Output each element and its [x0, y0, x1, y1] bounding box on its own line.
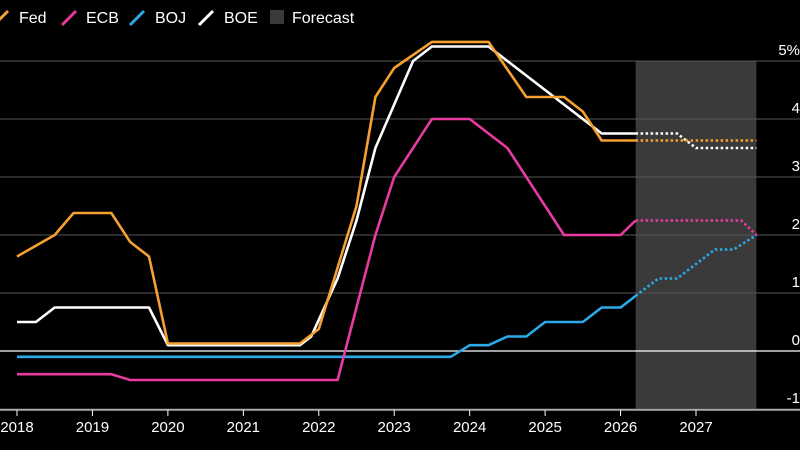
legend-swatch-boe — [197, 9, 215, 27]
x-tick-label: 2025 — [528, 419, 561, 436]
series-line-fed — [16, 40, 636, 345]
x-tick-label: 2021 — [227, 419, 260, 436]
forecast-line-boe — [635, 132, 757, 150]
y-tick-label: 1 — [792, 274, 800, 291]
x-tick-label: 2019 — [76, 419, 109, 436]
series-layer — [16, 40, 758, 382]
legend-label: Forecast — [292, 10, 355, 27]
grid — [0, 60, 800, 410]
forecast-line-boj — [634, 233, 758, 297]
x-tick-label: 2023 — [378, 419, 411, 436]
legend-swatch-forecast — [270, 10, 284, 24]
y-tick-label: 0 — [792, 332, 800, 349]
x-tick-label: 2027 — [679, 419, 712, 436]
legend-swatch-fed — [0, 9, 10, 22]
legend-label: Fed — [19, 10, 47, 27]
x-tick-label: 2020 — [151, 419, 184, 436]
y-tick-label: 5% — [778, 42, 800, 59]
y-axis: 5% 4 3 2 1 0 -1 — [778, 42, 800, 407]
legend-swatch-boj — [128, 9, 146, 27]
y-tick-label: 2 — [792, 216, 800, 233]
legend-swatch-ecb — [60, 9, 78, 27]
series-line-boe — [17, 45, 636, 347]
x-tick-label: 2026 — [604, 419, 637, 436]
x-axis: 2018 2019 2020 2021 2022 2023 2024 2025 2026 2027 — [0, 409, 800, 436]
x-tick-label: 2022 — [302, 419, 335, 436]
y-tick-label: 3 — [792, 158, 800, 175]
y-tick-label: 4 — [792, 100, 800, 117]
legend-label: ECB — [86, 10, 119, 27]
y-tick-label: -1 — [787, 390, 800, 407]
legend-label: BOE — [224, 10, 258, 27]
legend: Fed ECB BOJ BOE Forecast — [0, 9, 355, 27]
forecast-line-ecb — [635, 219, 758, 236]
x-tick-label: 2018 — [0, 419, 33, 436]
x-tick-label: 2024 — [453, 419, 486, 436]
legend-label: BOJ — [155, 10, 186, 27]
series-line-boj — [17, 294, 637, 359]
series-line-ecb — [17, 117, 637, 382]
